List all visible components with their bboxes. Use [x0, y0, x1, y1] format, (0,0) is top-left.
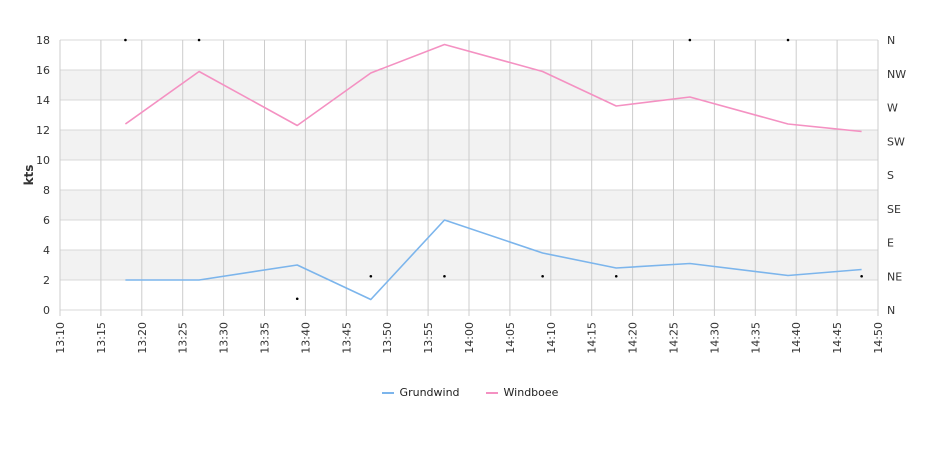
x-tick-label: 13:40 [299, 322, 312, 354]
direction-point [124, 38, 127, 42]
direction-point [443, 274, 446, 278]
x-tick-label: 13:20 [136, 322, 149, 354]
x-tick-label: 13:55 [422, 322, 435, 354]
x-tick-label: 14:30 [708, 322, 721, 354]
legend-label-windboee: Windboee [503, 386, 559, 399]
x-tick-label: 14:20 [627, 322, 640, 354]
direction-point [614, 274, 618, 278]
x-tick-label: 14:45 [831, 322, 844, 354]
x-tick-label: 13:15 [95, 322, 108, 354]
legend-item-windboee[interactable]: Windboee [485, 386, 559, 399]
direction-tick-label: E [887, 237, 894, 250]
y-tick-label: 16 [36, 64, 50, 77]
x-tick-label: 14:15 [586, 322, 599, 354]
direction-point [197, 38, 201, 42]
direction-point [541, 274, 544, 278]
x-tick-label: 14:10 [545, 322, 558, 354]
x-tick-label: 14:40 [790, 322, 803, 354]
direction-tick-label: N [887, 34, 895, 47]
direction-tick-label: NE [887, 270, 902, 283]
x-tick-label: 13:10 [54, 322, 67, 354]
x-axis-ticks: 13:10 13:15 13:20 13:25 13:30 13:35 13:40 13:45… [54, 322, 885, 354]
direction-tick-label: W [887, 102, 898, 115]
legend-item-grundwind[interactable]: Grundwind [381, 386, 460, 399]
y-tick-label: 2 [43, 274, 50, 287]
direction-point [860, 274, 863, 278]
direction-tick-label: N [887, 304, 895, 317]
direction-tick-label: SE [887, 203, 901, 216]
x-tick-label: 14:00 [463, 322, 476, 354]
x-tick-label: 13:50 [381, 322, 394, 354]
x-tick-label: 14:35 [749, 322, 762, 354]
y-tick-label: 8 [43, 184, 50, 197]
x-tick-label: 14:25 [668, 322, 681, 354]
x-tick-label: 14:05 [504, 322, 517, 354]
direction-points [124, 38, 863, 301]
legend: Grundwind Windboee [0, 386, 940, 399]
x-tick-label: 13:25 [177, 322, 190, 354]
y-tick-label: 12 [36, 124, 50, 137]
direction-point [295, 297, 299, 301]
x-tick-label: 13:35 [259, 322, 272, 354]
y-tick-label: 14 [36, 94, 50, 107]
x-tick-label: 13:30 [218, 322, 231, 354]
y-axis-ticks: 0 2 4 6 8 10 12 14 16 18 [36, 34, 50, 317]
series-line-windboee [124, 43, 862, 133]
series-lines [124, 43, 862, 301]
x-tick-label: 14:50 [872, 322, 885, 354]
y-axis-title: kts [22, 165, 36, 186]
direction-point [786, 38, 790, 42]
direction-axis-ticks: N NE E SE S SW W NW N [887, 34, 906, 317]
direction-tick-label: SW [887, 135, 905, 148]
x-tick-label: 13:45 [340, 322, 353, 354]
grid-lines [59, 39, 879, 316]
series-line-grundwind [125, 219, 862, 301]
legend-label-grundwind: Grundwind [399, 386, 460, 399]
direction-tick-label: S [887, 169, 894, 182]
direction-tick-label: NW [887, 68, 906, 81]
y-tick-label: 0 [43, 304, 50, 317]
y-tick-label: 4 [43, 244, 50, 257]
y-tick-label: 6 [43, 214, 50, 227]
y-tick-label: 18 [36, 34, 50, 47]
direction-point [688, 38, 692, 42]
legend-swatch-windboee [485, 391, 498, 394]
legend-swatch-grundwind [381, 391, 394, 394]
direction-point [369, 274, 373, 278]
y-tick-label: 10 [36, 154, 50, 167]
